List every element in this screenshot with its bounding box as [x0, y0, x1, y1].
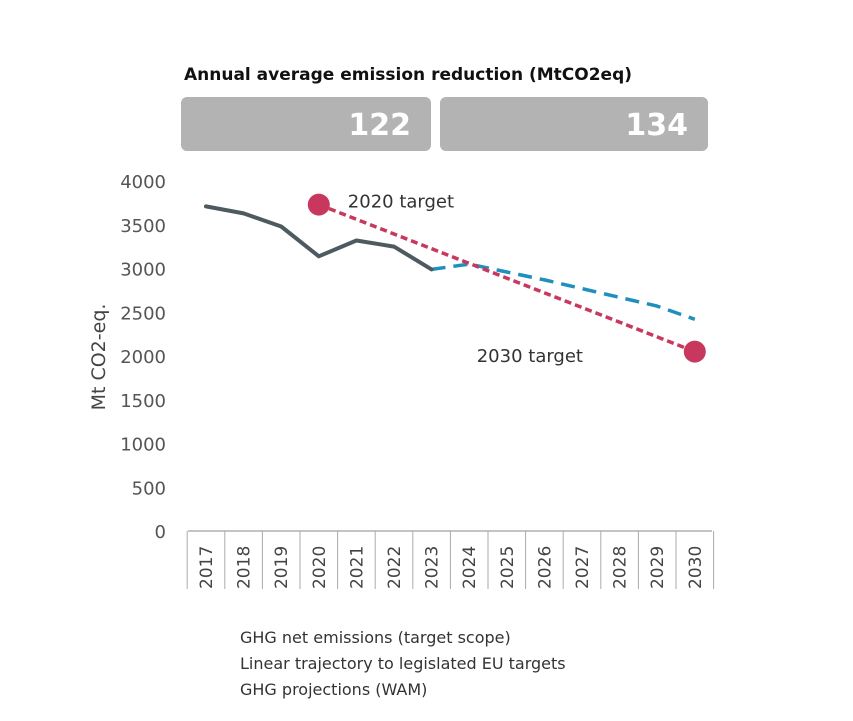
x-tick-label: 2018	[235, 546, 255, 589]
y-tick-label: 3500	[120, 216, 166, 237]
header-title: Annual average emission reduction (MtCO2…	[184, 65, 632, 85]
legend-label-net-emissions: GHG net emissions (target scope)	[240, 627, 511, 647]
x-tick-label: 2023	[423, 546, 443, 589]
target-label-2030: 2030 target	[477, 346, 583, 367]
reduction-box-1	[181, 97, 431, 151]
legend: GHG net emissions (target scope) Linear …	[162, 624, 566, 702]
x-tick-label: 2030	[686, 546, 706, 589]
y-tick-label: 2000	[120, 347, 166, 368]
x-tick-label: 2019	[272, 546, 292, 589]
x-tick-label: 2022	[385, 546, 405, 589]
legend-item-projections: GHG projections (WAM)	[162, 676, 566, 702]
x-tick-label: 2029	[648, 546, 668, 589]
series-line-2	[318, 202, 696, 354]
y-tick-label: 1000	[120, 435, 166, 456]
target-marker-2020	[307, 193, 330, 216]
x-tick-label: 2027	[573, 546, 593, 589]
target-marker-2030	[683, 340, 706, 363]
y-tick-label: 500	[132, 478, 166, 499]
legend-label-projections: GHG projections (WAM)	[240, 679, 428, 699]
legend-item-net-emissions: GHG net emissions (target scope)	[162, 624, 566, 650]
y-tick-label: 4000	[120, 172, 166, 193]
y-tick-label: 3000	[120, 260, 166, 281]
x-tick-label: 2021	[347, 546, 367, 589]
y-tick-label: 1500	[120, 391, 166, 412]
y-tick-label: 0	[155, 522, 166, 543]
x-tick-label: 2024	[460, 546, 480, 589]
series-line-1	[204, 204, 434, 272]
y-tick-label: 2500	[120, 303, 166, 324]
target-label-2020: 2020 target	[348, 192, 454, 213]
x-tick-label: 2026	[535, 546, 555, 589]
x-tick-label: 2025	[498, 546, 518, 589]
series-line-3	[431, 262, 696, 321]
reduction-box-2	[440, 97, 708, 151]
y-axis-label: Mt CO2-eq.	[88, 304, 110, 411]
legend-item-linear-trajectory: Linear trajectory to legislated EU targe…	[162, 650, 566, 676]
x-tick-label: 2020	[310, 546, 330, 589]
legend-label-linear-trajectory: Linear trajectory to legislated EU targe…	[240, 653, 566, 673]
reduction-value-1: 122	[348, 108, 411, 143]
x-tick-label: 2017	[197, 546, 217, 589]
x-tick-label: 2028	[611, 546, 631, 589]
reduction-value-2: 134	[625, 108, 688, 143]
